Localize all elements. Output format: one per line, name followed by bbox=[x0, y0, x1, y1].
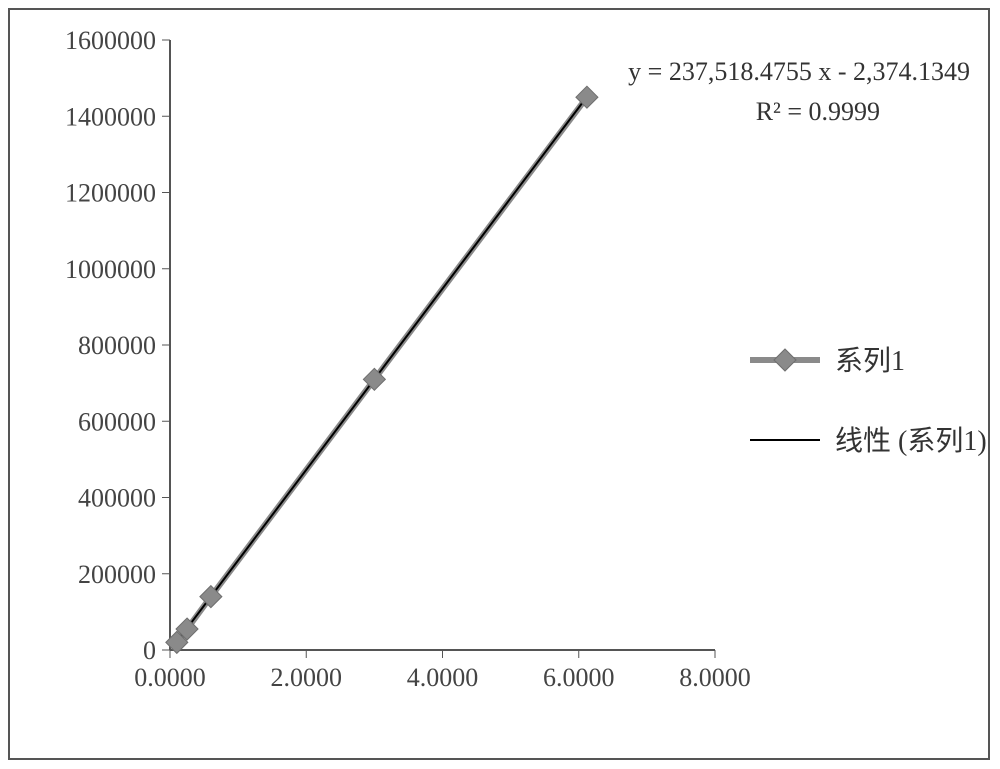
legend-series1-label: 系列1 bbox=[835, 345, 905, 377]
rsq-annotation: R² = 0.9999 bbox=[756, 97, 880, 126]
y-tick-label: 600000 bbox=[78, 407, 156, 436]
y-tick-label: 1200000 bbox=[65, 179, 156, 208]
y-tick-label: 0 bbox=[143, 636, 156, 665]
legend-trendline-label: 线性 (系列1) bbox=[835, 425, 987, 457]
y-tick-label: 1600000 bbox=[65, 26, 156, 55]
x-tick-label: 0.0000 bbox=[134, 663, 206, 692]
y-tick-label: 800000 bbox=[78, 331, 156, 360]
x-tick-label: 6.0000 bbox=[543, 663, 615, 692]
legend-series1-marker bbox=[774, 349, 796, 371]
x-tick-label: 4.0000 bbox=[407, 663, 479, 692]
x-tick-label: 2.0000 bbox=[271, 663, 343, 692]
chart-svg: 0 200000 400000 600000 800000 1000000 1200000 1… bbox=[10, 10, 988, 758]
trendline bbox=[177, 97, 587, 642]
y-tick-label: 200000 bbox=[78, 560, 156, 589]
x-tick-label: 8.0000 bbox=[679, 663, 751, 692]
y-tick-label: 1000000 bbox=[65, 255, 156, 284]
equation-annotation: y = 237,518.4755 x - 2,374.1349 bbox=[628, 57, 970, 86]
y-tick-label: 400000 bbox=[78, 484, 156, 513]
y-tick-label: 1400000 bbox=[65, 102, 156, 131]
chart-outer-frame: 0 200000 400000 600000 800000 1000000 1200000 1… bbox=[8, 8, 990, 760]
